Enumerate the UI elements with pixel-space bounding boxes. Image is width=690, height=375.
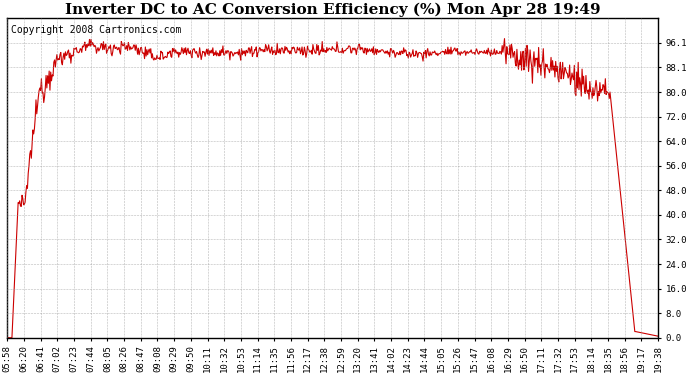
- Text: Copyright 2008 Cartronics.com: Copyright 2008 Cartronics.com: [10, 25, 181, 35]
- Title: Inverter DC to AC Conversion Efficiency (%) Mon Apr 28 19:49: Inverter DC to AC Conversion Efficiency …: [65, 3, 600, 17]
